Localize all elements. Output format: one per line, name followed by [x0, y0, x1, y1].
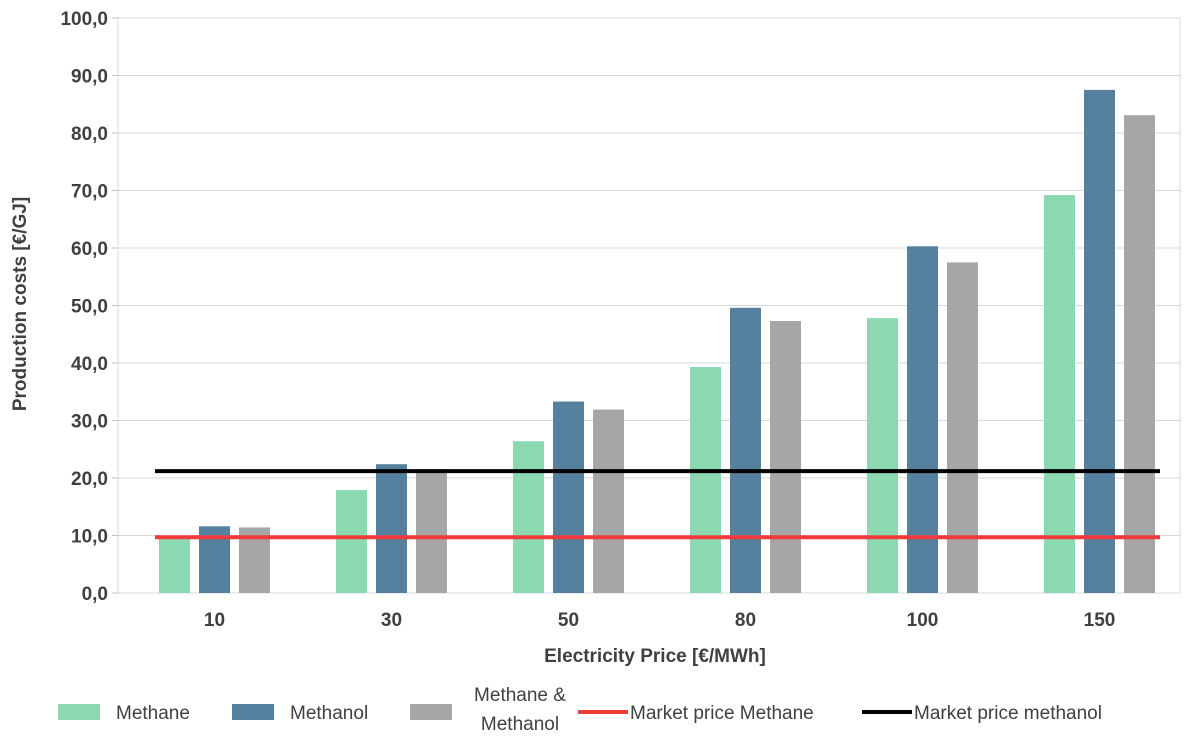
x-axis-title: Electricity Price [€/MWh]: [544, 646, 766, 667]
x-axis: 10 30 50 80 100 150: [204, 610, 1115, 631]
legend-item: Methane & Methanol: [410, 685, 566, 735]
bar-methane-methanol-100: [947, 262, 978, 593]
bar-methane-150: [1044, 195, 1075, 593]
y-tick-label: 40,0: [71, 354, 108, 375]
bars: [159, 89, 1155, 594]
bar-methane-100: [867, 318, 898, 593]
x-tick-label: 30: [381, 610, 402, 631]
bar-methane-30: [336, 490, 367, 593]
bar-methane-50: [513, 441, 544, 593]
bar-methanol-30: [376, 464, 407, 593]
legend-label: Methanol: [481, 714, 559, 735]
y-tick-label: 80,0: [71, 124, 108, 145]
x-tick-label: 10: [204, 610, 225, 631]
bar-methane-methanol-150: [1124, 115, 1155, 594]
legend: Methane Methanol Methane & Methanol Market p…: [58, 685, 1102, 735]
legend-label: Methanol: [290, 703, 368, 724]
bar-methane-methanol-30: [416, 469, 447, 593]
legend-swatch: [232, 704, 274, 720]
bar-methanol-100: [907, 246, 938, 593]
legend-label: Market price Methane: [630, 703, 814, 724]
bar-methanol-50: [553, 401, 584, 593]
bar-methanol-80: [730, 307, 761, 593]
y-tick-label: 20,0: [71, 469, 108, 490]
y-tick-label: 90,0: [71, 67, 108, 88]
x-tick-label: 50: [558, 610, 579, 631]
bar-methane-80: [690, 367, 721, 593]
bar-methane-methanol-80: [770, 321, 801, 593]
legend-item: Methanol: [232, 703, 368, 724]
y-tick-label: 30,0: [71, 412, 108, 433]
legend-label: Methane &: [474, 685, 566, 706]
legend-item: Market price methanol: [862, 703, 1102, 724]
bar-methane-10: [159, 538, 190, 593]
legend-label: Market price methanol: [914, 703, 1102, 724]
x-tick-label: 100: [907, 610, 939, 631]
bar-methane-methanol-50: [593, 409, 624, 593]
legend-item: Methane: [58, 703, 190, 724]
y-tick-label: 10,0: [71, 527, 108, 548]
legend-swatch: [410, 704, 452, 720]
y-tick-label: 0,0: [82, 584, 108, 605]
bar-methanol-150: [1084, 89, 1115, 593]
y-tick-label: 50,0: [71, 297, 108, 318]
y-axis-title: Production costs [€/GJ]: [10, 197, 31, 411]
y-tick-label: 60,0: [71, 239, 108, 260]
y-tick-label: 70,0: [71, 182, 108, 203]
reference-lines: [155, 469, 1160, 540]
x-tick-label: 150: [1084, 610, 1116, 631]
legend-label: Methane: [116, 703, 190, 724]
legend-item: Market price Methane: [578, 703, 814, 724]
y-tick-label: 100,0: [60, 9, 108, 30]
x-tick-label: 80: [735, 610, 756, 631]
legend-swatch: [58, 704, 100, 720]
